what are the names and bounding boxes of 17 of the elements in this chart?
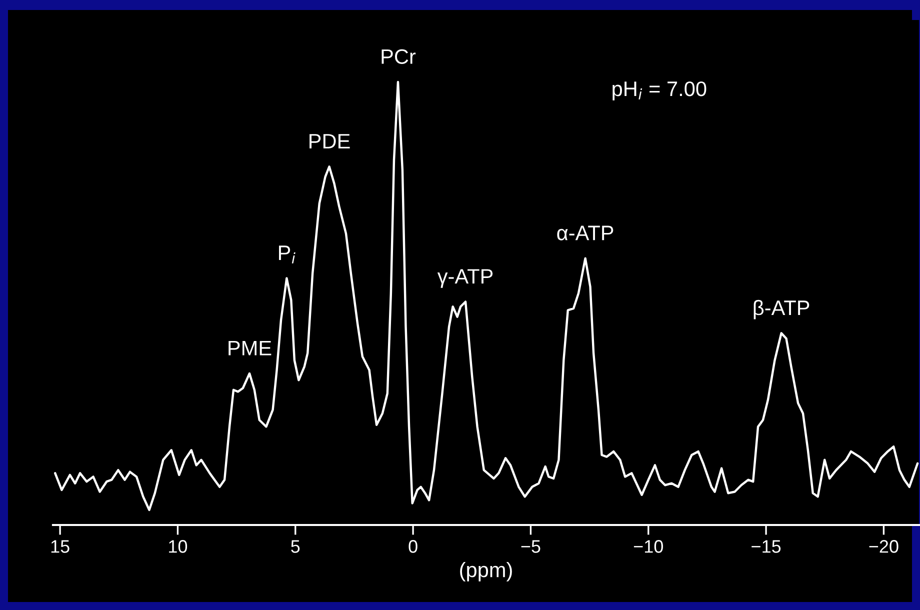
annotation: PCr bbox=[382, 49, 416, 64]
annotation: pH$_{i}$ = 7.00 bbox=[612, 81, 706, 100]
x-tick-label: 5 bbox=[291, 540, 300, 553]
x-axis-title: (ppm) bbox=[460, 562, 512, 582]
x-tick-label: −10 bbox=[634, 540, 663, 553]
annotation: PME bbox=[228, 340, 272, 356]
annotation: β-ATP bbox=[754, 300, 810, 320]
annotation: α-ATP bbox=[557, 226, 614, 240]
annotation: γ-ATP bbox=[437, 269, 493, 288]
x-tick-label: −20 bbox=[869, 540, 898, 553]
annotation: P$_{i}$ bbox=[279, 246, 296, 264]
x-tick-label: 10 bbox=[169, 540, 188, 553]
x-tick-label: 0 bbox=[408, 540, 418, 553]
x-tick-label: −15 bbox=[752, 540, 781, 553]
annotation: PDE bbox=[310, 134, 350, 148]
x-tick-label: 15 bbox=[51, 540, 70, 553]
x-tick-label: −5 bbox=[521, 540, 540, 553]
